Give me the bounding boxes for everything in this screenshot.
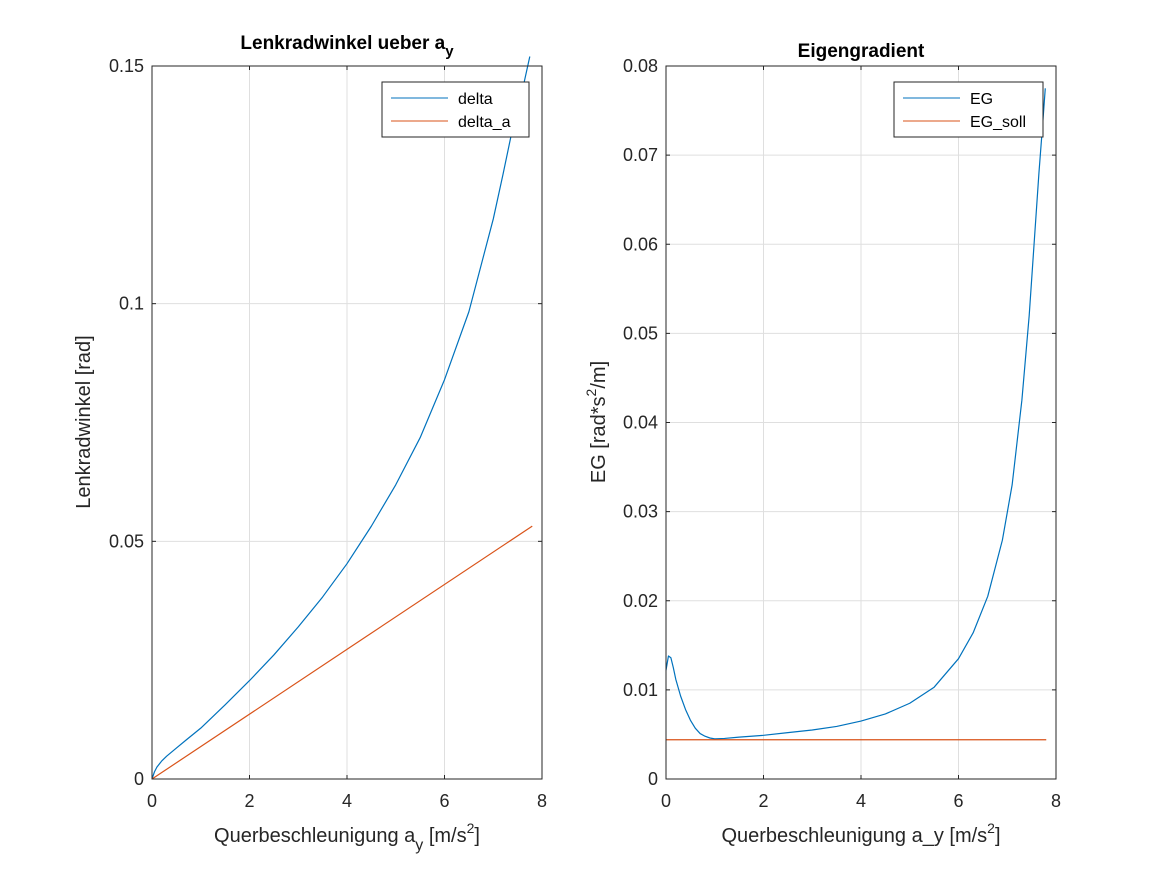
y-tick-label: 0.1 xyxy=(119,294,144,314)
x-tick-label: 2 xyxy=(758,791,768,811)
legend-label-delta_a: delta_a xyxy=(458,114,511,131)
series-line-delta xyxy=(151,56,531,780)
y-tick-label: 0.04 xyxy=(623,413,658,433)
y-tick-label: 0.01 xyxy=(623,680,658,700)
legend: EG EG_soll xyxy=(893,81,1044,138)
y-tick-label: 0.06 xyxy=(623,234,658,254)
x-tick-label: 4 xyxy=(342,791,352,811)
y-tick-label: 0.07 xyxy=(623,145,658,165)
series-lines xyxy=(151,56,533,780)
legend: delta delta_a xyxy=(381,81,530,138)
x-tick-label: 8 xyxy=(1051,791,1061,811)
y-axis-label: EG [rad*s2/m] xyxy=(583,361,610,483)
right-subplot: 0 2 4 6 8 0 0.01 0.02 0.03 0.04 0.05 0.06 0.07 0.08 E… xyxy=(583,41,1061,847)
chart-title: Lenkradwinkel ueber ay xyxy=(240,33,454,60)
y-tick-label: 0 xyxy=(648,769,658,789)
left-subplot: 0 2 4 6 8 0 0.05 0.1 0.15 Lenkradwinkel ueber ay… xyxy=(73,33,547,854)
legend-box xyxy=(893,81,1044,138)
x-tick-label: 2 xyxy=(244,791,254,811)
y-tick-label: 0.03 xyxy=(623,502,658,522)
y-tick-label: 0.05 xyxy=(623,323,658,343)
grid-lines xyxy=(666,66,1056,779)
x-axis-label: Querbeschleunigung ay [m/s2] xyxy=(214,820,480,854)
x-tick-label: 4 xyxy=(856,791,866,811)
legend-label-EG: EG xyxy=(970,91,993,108)
x-tick-label: 8 xyxy=(537,791,547,811)
axis-ticks: 0 2 4 6 8 0 0.05 0.1 0.15 xyxy=(109,56,547,811)
x-tick-label: 6 xyxy=(439,791,449,811)
x-tick-label: 0 xyxy=(147,791,157,811)
legend-box xyxy=(381,81,530,138)
x-tick-label: 6 xyxy=(953,791,963,811)
series-lines xyxy=(665,88,1047,741)
y-tick-label: 0.15 xyxy=(109,56,144,76)
series-line-EG xyxy=(665,88,1046,740)
grid-lines xyxy=(152,66,542,779)
y-axis-label: Lenkradwinkel [rad] xyxy=(73,335,95,508)
axis-ticks: 0 2 4 6 8 0 0.01 0.02 0.03 0.04 0.05 0.06 0.07 0.08 xyxy=(623,56,1061,811)
y-tick-label: 0.08 xyxy=(623,56,658,76)
y-tick-label: 0 xyxy=(134,769,144,789)
y-tick-label: 0.05 xyxy=(109,531,144,551)
legend-label-delta: delta xyxy=(458,91,493,108)
x-tick-label: 0 xyxy=(661,791,671,811)
legend-label-EG_soll: EG_soll xyxy=(970,114,1026,131)
x-axis-label: Querbeschleunigung a_y [m/s2] xyxy=(721,820,1000,847)
y-tick-label: 0.02 xyxy=(623,591,658,611)
chart-title: Eigengradient xyxy=(798,41,925,62)
series-line-delta_a xyxy=(151,525,533,780)
